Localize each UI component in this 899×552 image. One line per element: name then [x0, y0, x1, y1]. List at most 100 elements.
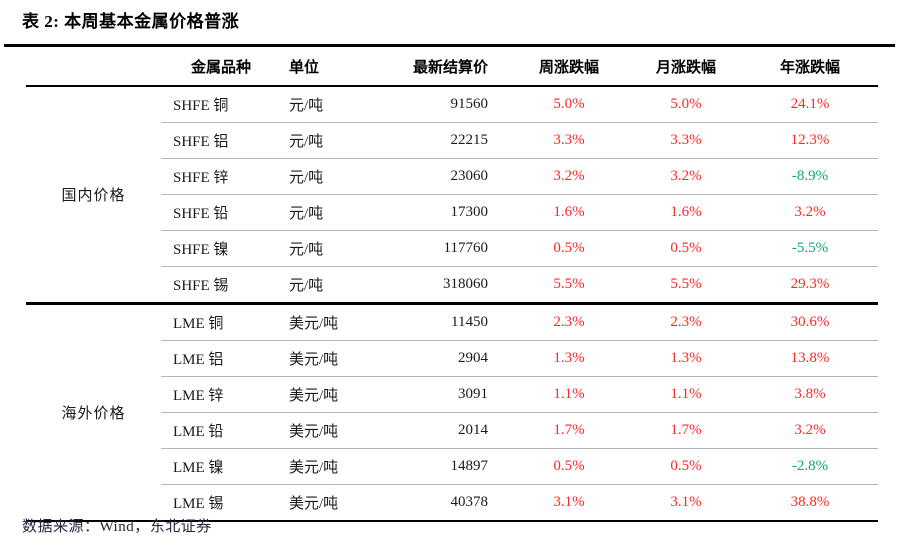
- metal-name-cell: LME 铝: [173, 352, 224, 368]
- metal-name-cell: SHFE 锌: [173, 170, 229, 186]
- year-change-cell: 12.3%: [790, 132, 830, 148]
- metal-name-cell: SHFE 锡: [173, 278, 229, 294]
- metal-name-cell: LME 镍: [173, 460, 224, 476]
- month-change-cell: 3.1%: [670, 494, 702, 510]
- week-change-cell: 5.5%: [553, 276, 585, 292]
- group-label-domestic: 国内价格: [61, 188, 126, 204]
- year-change-cell: 38.8%: [790, 494, 830, 510]
- unit-cell: 美元/吨: [289, 388, 339, 404]
- table-row: SHFE 锡 元/吨 318060 5.5% 5.5% 29.3%: [161, 266, 878, 302]
- year-change-cell: -2.8%: [791, 458, 829, 474]
- unit-cell: 美元/吨: [289, 460, 339, 476]
- price-cell: 318060: [443, 276, 488, 292]
- year-change-cell: 3.8%: [794, 386, 826, 402]
- year-change-cell: 3.2%: [794, 422, 826, 438]
- metal-name-cell: SHFE 铝: [173, 134, 229, 150]
- price-cell: 14897: [450, 458, 489, 474]
- metal-name-cell: SHFE 铜: [173, 98, 229, 114]
- month-change-cell: 3.3%: [670, 132, 702, 148]
- week-change-cell: 5.0%: [553, 96, 585, 112]
- header-metal: 金属品种: [190, 59, 251, 76]
- month-change-cell: 0.5%: [670, 240, 702, 256]
- header-price: 最新结算价: [412, 59, 488, 76]
- month-change-cell: 0.5%: [670, 458, 702, 474]
- unit-cell: 美元/吨: [289, 352, 339, 368]
- unit-cell: 元/吨: [289, 242, 324, 258]
- week-change-cell: 1.7%: [553, 422, 585, 438]
- unit-cell: 元/吨: [289, 170, 324, 186]
- unit-cell: 美元/吨: [289, 424, 339, 440]
- month-change-cell: 5.0%: [670, 96, 702, 112]
- unit-cell: 美元/吨: [289, 316, 339, 332]
- price-cell: 11450: [451, 314, 488, 330]
- table-title: 表 2: 本周基本金属价格普涨: [22, 12, 240, 31]
- year-change-cell: 24.1%: [790, 96, 830, 112]
- overseas-rows: LME 铜 美元/吨 11450 2.3% 2.3% 30.6% LME 铝 美…: [161, 305, 878, 520]
- metal-name-cell: LME 锡: [173, 496, 224, 512]
- month-change-cell: 1.6%: [670, 204, 702, 220]
- domestic-price-group: 国内价格 SHFE 铜 元/吨 91560 5.0% 5.0% 24.1% SH…: [26, 87, 878, 302]
- table-row: SHFE 铜 元/吨 91560 5.0% 5.0% 24.1%: [161, 87, 878, 122]
- week-change-cell: 3.1%: [553, 494, 585, 510]
- metal-price-table: 金属品种 单位 最新结算价 周涨跌幅 月涨跌幅 年涨跌幅 国内价格 SHFE 铜…: [26, 47, 878, 522]
- table-row: LME 镍 美元/吨 14897 0.5% 0.5% -2.8%: [161, 448, 878, 484]
- price-cell: 23060: [450, 168, 489, 184]
- data-source-note: 数据来源：Wind，东北证券: [22, 519, 212, 535]
- table-header-row: 金属品种 单位 最新结算价 周涨跌幅 月涨跌幅 年涨跌幅: [26, 47, 878, 87]
- unit-cell: 元/吨: [289, 206, 324, 222]
- year-change-cell: 13.8%: [790, 350, 830, 366]
- table-row: LME 铝 美元/吨 2904 1.3% 1.3% 13.8%: [161, 340, 878, 376]
- table-row: SHFE 铅 元/吨 17300 1.6% 1.6% 3.2%: [161, 194, 878, 230]
- group-label-overseas: 海外价格: [61, 406, 126, 422]
- metal-name-cell: SHFE 镍: [173, 242, 229, 258]
- header-month-change: 月涨跌幅: [655, 59, 716, 76]
- year-change-cell: 3.2%: [794, 204, 826, 220]
- price-cell: 3091: [458, 386, 488, 402]
- week-change-cell: 1.1%: [553, 386, 585, 402]
- table-row: SHFE 镍 元/吨 117760 0.5% 0.5% -5.5%: [161, 230, 878, 266]
- unit-cell: 美元/吨: [289, 496, 339, 512]
- price-cell: 2014: [458, 422, 488, 438]
- metal-name-cell: LME 铜: [173, 316, 224, 332]
- week-change-cell: 2.3%: [553, 314, 585, 330]
- week-change-cell: 1.3%: [553, 350, 585, 366]
- month-change-cell: 5.5%: [670, 276, 702, 292]
- price-cell: 91560: [450, 96, 489, 112]
- price-cell: 117760: [443, 240, 488, 256]
- header-unit: 单位: [289, 59, 320, 76]
- month-change-cell: 1.1%: [670, 386, 702, 402]
- metal-name-cell: SHFE 铅: [173, 206, 229, 222]
- year-change-cell: -5.5%: [791, 240, 829, 256]
- table-row: SHFE 铝 元/吨 22215 3.3% 3.3% 12.3%: [161, 122, 878, 158]
- year-change-cell: -8.9%: [791, 168, 829, 184]
- table-row: LME 铅 美元/吨 2014 1.7% 1.7% 3.2%: [161, 412, 878, 448]
- metal-name-cell: LME 锌: [173, 388, 224, 404]
- unit-cell: 元/吨: [289, 134, 324, 150]
- table-row: LME 铜 美元/吨 11450 2.3% 2.3% 30.6%: [161, 305, 878, 340]
- month-change-cell: 3.2%: [670, 168, 702, 184]
- month-change-cell: 2.3%: [670, 314, 702, 330]
- year-change-cell: 30.6%: [790, 314, 830, 330]
- header-week-change: 周涨跌幅: [538, 59, 599, 76]
- week-change-cell: 0.5%: [553, 458, 585, 474]
- month-change-cell: 1.3%: [670, 350, 702, 366]
- unit-cell: 元/吨: [289, 98, 324, 114]
- domestic-rows: SHFE 铜 元/吨 91560 5.0% 5.0% 24.1% SHFE 铝 …: [161, 87, 878, 302]
- week-change-cell: 1.6%: [553, 204, 585, 220]
- unit-cell: 元/吨: [289, 278, 324, 294]
- week-change-cell: 3.3%: [553, 132, 585, 148]
- week-change-cell: 3.2%: [553, 168, 585, 184]
- price-cell: 22215: [450, 132, 489, 148]
- overseas-price-group: 海外价格 LME 铜 美元/吨 11450 2.3% 2.3% 30.6% LM…: [26, 302, 878, 520]
- price-cell: 40378: [450, 494, 489, 510]
- metal-name-cell: LME 铅: [173, 424, 224, 440]
- month-change-cell: 1.7%: [670, 422, 702, 438]
- week-change-cell: 0.5%: [553, 240, 585, 256]
- table-row: LME 锡 美元/吨 40378 3.1% 3.1% 38.8%: [161, 484, 878, 520]
- table-row: SHFE 锌 元/吨 23060 3.2% 3.2% -8.9%: [161, 158, 878, 194]
- year-change-cell: 29.3%: [790, 276, 830, 292]
- header-year-change: 年涨跌幅: [779, 59, 840, 76]
- price-cell: 2904: [458, 350, 488, 366]
- price-cell: 17300: [450, 204, 489, 220]
